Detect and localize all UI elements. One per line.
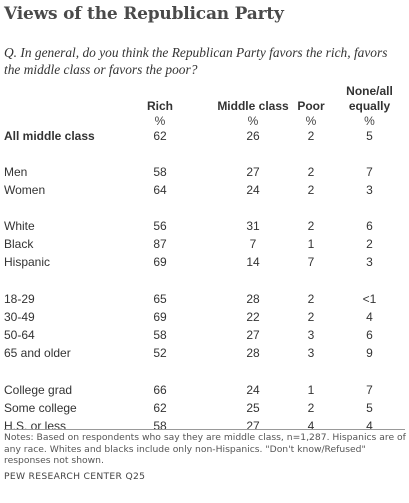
footer-divider [4, 429, 405, 430]
cell-none: 7 [366, 383, 373, 397]
cell-middle: 27 [246, 328, 260, 342]
percent-unit-none: % [364, 114, 375, 128]
cell-middle: 25 [246, 401, 260, 415]
row-label: 50-64 [4, 328, 35, 342]
cell-rich: 69 [153, 310, 167, 324]
row-label: Hispanic [4, 255, 51, 269]
cell-rich: 65 [153, 292, 167, 306]
cell-rich: 62 [153, 401, 167, 415]
row-label: 18-29 [4, 292, 35, 306]
cell-none: 5 [366, 401, 373, 415]
survey-question: Q. In general, do you think the Republic… [4, 45, 388, 77]
cell-rich: 58 [153, 165, 167, 179]
cell-poor: 2 [307, 292, 315, 306]
cell-poor: 3 [307, 328, 315, 342]
cell-rich: 56 [153, 219, 167, 233]
cell-poor: 2 [307, 165, 315, 179]
column-header-none-line2: equally [348, 99, 391, 113]
row-label: Women [4, 183, 46, 197]
row-label: Black [4, 237, 34, 251]
cell-middle: 26 [246, 129, 260, 143]
column-header-none-line1: None/all [346, 84, 393, 98]
footnote: Notes: Based on respondents who say they… [4, 432, 406, 466]
cell-none: 5 [366, 129, 373, 143]
cell-middle: 24 [246, 383, 260, 397]
cell-poor: 1 [307, 237, 315, 251]
cell-poor: 2 [307, 129, 315, 143]
cell-poor: 7 [307, 255, 315, 269]
cell-middle: 27 [246, 165, 260, 179]
cell-none: 3 [366, 255, 373, 269]
source-line: PEW RESEARCH CENTER Q25 [4, 471, 146, 482]
cell-poor: 1 [307, 383, 315, 397]
row-label: Some college [4, 401, 77, 415]
row-label: White [4, 219, 35, 233]
cell-rich: 66 [153, 383, 167, 397]
column-header-rich: Rich [146, 99, 173, 113]
percent-unit-middle-class: % [247, 114, 259, 128]
row-label: Men [4, 165, 28, 179]
cell-rich: 87 [153, 237, 167, 251]
cell-middle: 24 [246, 183, 260, 197]
cell-none: 7 [366, 165, 373, 179]
cell-poor: 3 [307, 346, 315, 360]
row-label: All middle class [4, 129, 95, 143]
cell-none: <1 [362, 292, 377, 306]
cell-none: 6 [366, 328, 373, 342]
percent-unit-rich: % [154, 114, 166, 128]
cell-rich: 58 [153, 419, 167, 433]
cell-rich: 58 [153, 328, 167, 342]
column-header-poor: Poor [297, 99, 325, 113]
cell-none: 3 [366, 183, 373, 197]
cell-middle: 7 [249, 237, 257, 251]
row-label: 65 and older [4, 346, 71, 360]
column-header-middle-class: Middle class [217, 99, 289, 113]
cell-poor: 4 [307, 419, 315, 433]
cell-middle: 28 [246, 292, 260, 306]
cell-poor: 2 [307, 310, 315, 324]
cell-middle: 27 [246, 419, 260, 433]
cell-poor: 2 [307, 401, 315, 415]
cell-poor: 2 [307, 183, 315, 197]
cell-middle: 22 [246, 310, 260, 324]
cell-middle: 31 [246, 219, 260, 233]
percent-unit-poor: % [305, 114, 317, 128]
row-label: 30-49 [4, 310, 35, 324]
cell-rich: 69 [153, 255, 167, 269]
cell-rich: 52 [153, 346, 167, 360]
cell-none: 2 [366, 237, 373, 251]
cell-none: 4 [366, 310, 373, 324]
cell-middle: 14 [246, 255, 260, 269]
row-label: H.S. or less [4, 419, 67, 433]
cell-poor: 2 [307, 219, 315, 233]
cell-none: 9 [366, 346, 373, 360]
cell-none: 4 [366, 419, 373, 433]
page-title: Views of the Republican Party [4, 4, 284, 24]
cell-rich: 64 [153, 183, 167, 197]
cell-none: 6 [366, 219, 373, 233]
row-label: College grad [4, 383, 73, 397]
cell-middle: 28 [246, 346, 260, 360]
cell-rich: 62 [153, 129, 167, 143]
